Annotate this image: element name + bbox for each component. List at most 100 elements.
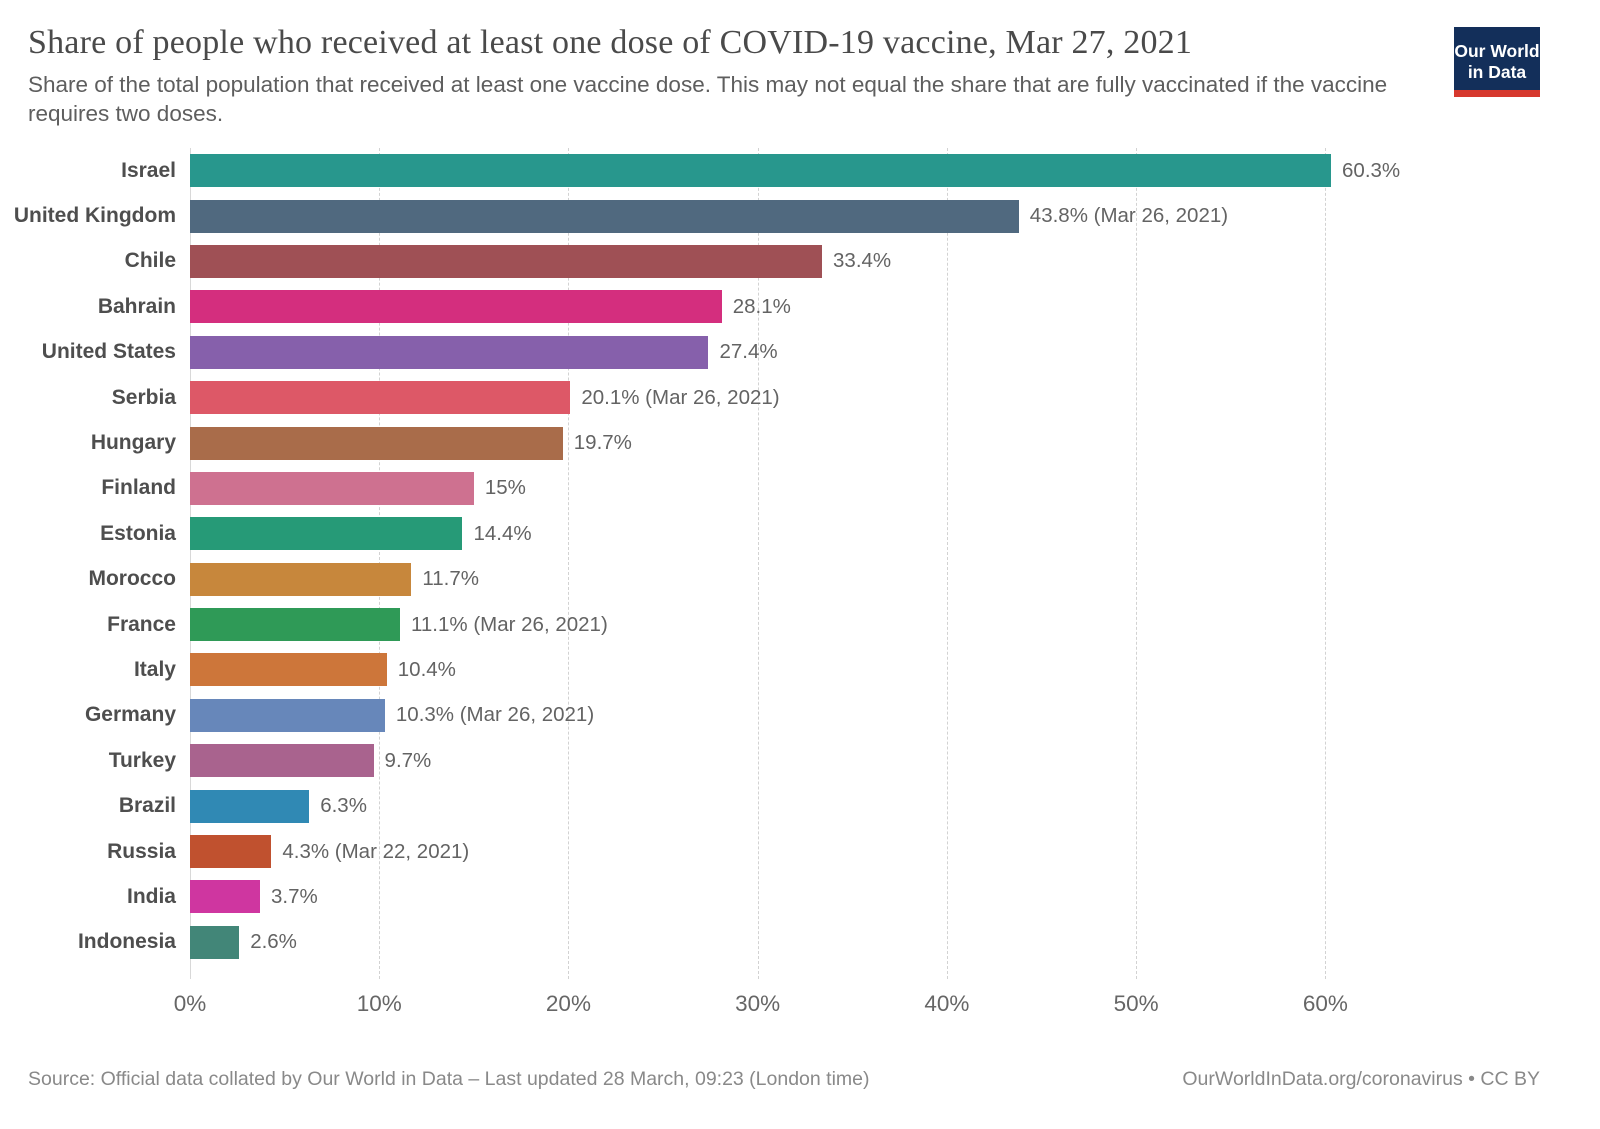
x-tick-label: 50%	[1113, 991, 1159, 1016]
chart-row: United Kingdom 43.8% (Mar 26, 2021)	[0, 193, 1600, 238]
bar	[190, 789, 310, 823]
owid-coronavirus-link[interactable]: OurWorldInData.org/coronavirus • CC BY	[1182, 1068, 1540, 1090]
value-label: 10.4%	[397, 657, 456, 681]
bar	[190, 608, 401, 642]
bar	[190, 880, 260, 914]
country-label: United Kingdom	[13, 204, 176, 228]
gridline	[946, 148, 948, 979]
bar	[190, 154, 1332, 188]
chart-row: Bahrain 28.1%	[0, 284, 1600, 329]
value-label: 11.7%	[422, 567, 479, 591]
country-label: Germany	[84, 703, 176, 727]
row-plot: 6.3%	[190, 783, 1560, 828]
value-label: 3.7%	[271, 884, 318, 908]
country-label: Finland	[101, 476, 176, 500]
x-tick-label: 0%	[173, 991, 207, 1016]
value-label: 11.1% (Mar 26, 2021)	[411, 612, 608, 636]
value-label: 27.4%	[719, 340, 778, 364]
x-tick-label: 40%	[924, 991, 970, 1016]
country-label: Indonesia	[77, 930, 176, 954]
country-label: Hungary	[90, 431, 176, 455]
chart-row: Germany 10.3% (Mar 26, 2021)	[0, 693, 1600, 738]
owid-logo[interactable]: Our World in Data	[1454, 27, 1540, 97]
bar	[190, 199, 1019, 233]
bar	[190, 744, 374, 778]
row-plot: 19.7%	[190, 420, 1560, 465]
bar	[190, 426, 563, 460]
source-note: Source: Official data collated by Our Wo…	[28, 1068, 870, 1090]
chart-row: France 11.1% (Mar 26, 2021)	[0, 602, 1600, 647]
row-plot: 11.7%	[190, 557, 1560, 602]
chart-row: Russia 4.3% (Mar 22, 2021)	[0, 829, 1600, 874]
bar	[190, 471, 474, 505]
bar	[190, 698, 385, 732]
country-label: Russia	[107, 839, 176, 863]
row-plot: 60.3%	[190, 148, 1560, 193]
row-plot: 43.8% (Mar 26, 2021)	[190, 193, 1560, 238]
value-label: 14.4%	[473, 521, 532, 545]
country-label: Morocco	[88, 567, 176, 591]
row-plot: 9.7%	[190, 738, 1560, 783]
bar	[190, 244, 823, 278]
country-label: Estonia	[100, 521, 176, 545]
chart-row: Indonesia 2.6%	[0, 920, 1600, 965]
country-label: United States	[41, 340, 176, 364]
chart-row: Turkey 9.7%	[0, 738, 1600, 783]
bar	[190, 835, 272, 869]
chart-row: Israel 60.3%	[0, 148, 1600, 193]
x-tick-label: 30%	[735, 991, 781, 1016]
country-label: Israel	[121, 158, 176, 182]
chart-row: Serbia 20.1% (Mar 26, 2021)	[0, 375, 1600, 420]
gridline	[1136, 148, 1138, 979]
value-label: 20.1% (Mar 26, 2021)	[581, 385, 780, 409]
row-plot: 14.4%	[190, 511, 1560, 556]
bar	[190, 562, 412, 596]
value-label: 19.7%	[573, 431, 632, 455]
x-tick-label: 10%	[356, 991, 402, 1016]
value-label: 33.4%	[833, 249, 892, 273]
value-label: 28.1%	[732, 294, 791, 318]
row-plot: 27.4%	[190, 330, 1560, 375]
chart-row: Hungary 19.7%	[0, 420, 1600, 465]
country-label: Turkey	[108, 748, 176, 772]
row-plot: 15%	[190, 466, 1560, 511]
x-tick-label: 20%	[545, 991, 591, 1016]
chart-row: Italy 10.4%	[0, 647, 1600, 692]
owid-logo-red-stripe	[1454, 90, 1540, 97]
country-label: Bahrain	[97, 294, 176, 318]
bar	[190, 335, 709, 369]
value-label: 2.6%	[250, 930, 297, 954]
chart-row: Chile 33.4%	[0, 239, 1600, 284]
x-tick-label: 60%	[1302, 991, 1348, 1016]
bar	[190, 381, 571, 415]
row-plot: 10.3% (Mar 26, 2021)	[190, 693, 1560, 738]
chart-row: Morocco 11.7%	[0, 557, 1600, 602]
value-label: 4.3% (Mar 22, 2021)	[282, 839, 470, 863]
country-label: India	[126, 884, 176, 908]
row-plot: 4.3% (Mar 22, 2021)	[190, 829, 1560, 874]
x-axis: 0% 10% 20% 30% 40% 50% 60%	[174, 979, 1560, 1021]
chart-row: Brazil 6.3%	[0, 783, 1600, 828]
value-label: 6.3%	[320, 794, 367, 818]
owid-logo-text-line2: in Data	[1467, 62, 1527, 82]
row-plot: 10.4%	[190, 647, 1560, 692]
bar	[190, 290, 722, 324]
row-plot: 2.6%	[190, 920, 1560, 965]
country-label: Italy	[133, 657, 176, 681]
row-plot: 11.1% (Mar 26, 2021)	[190, 602, 1560, 647]
chart-subtitle: Share of the total population that recei…	[28, 72, 1388, 126]
owid-logo-text-line1: Our World	[1454, 41, 1540, 61]
bar	[190, 517, 463, 551]
value-label: 15%	[484, 476, 526, 500]
gridline	[568, 148, 570, 979]
country-label: Serbia	[111, 385, 176, 409]
gridline	[1325, 148, 1327, 979]
value-label: 10.3% (Mar 26, 2021)	[395, 703, 595, 727]
gridline	[757, 148, 759, 979]
chart-footer: Source: Official data collated by Our Wo…	[28, 1068, 1540, 1091]
chart-row: India 3.7%	[0, 874, 1600, 919]
value-label: 43.8% (Mar 26, 2021)	[1029, 204, 1229, 228]
country-label: France	[107, 612, 176, 636]
plot-rows: Israel 60.3% United Kingdom 43.8% (Mar 2…	[0, 148, 1600, 965]
